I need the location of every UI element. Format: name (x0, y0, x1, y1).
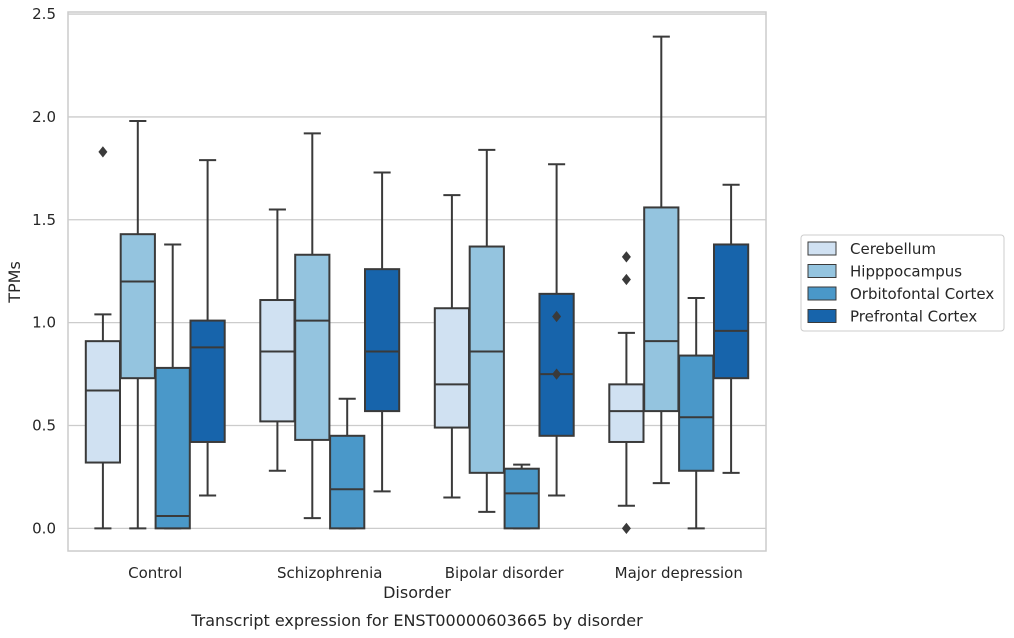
box-cerebellum (259, 208, 296, 472)
box-body (678, 354, 715, 472)
y-tick-label: 2.5 (32, 5, 56, 23)
box-prefrontal-cortex (538, 163, 575, 497)
x-tick-label: Bipolar disorder (445, 564, 565, 582)
x-tick-label: Control (128, 564, 182, 582)
outlier-point (621, 251, 631, 263)
box-hipppocampus (119, 120, 156, 530)
y-tick-label: 0.0 (32, 519, 56, 537)
box-hipppocampus (468, 148, 505, 513)
box-orbitofontal-cortex (678, 296, 715, 530)
box-hipppocampus (643, 35, 680, 485)
box-prefrontal-cortex (712, 183, 750, 474)
box-prefrontal-cortex (363, 171, 401, 493)
y-tick-label: 0.5 (32, 417, 56, 435)
box-orbitofontal-cortex (154, 243, 191, 530)
box-cerebellum (84, 146, 122, 530)
box-body (433, 307, 471, 429)
outlier-point (552, 368, 562, 380)
legend-label: Cerebellum (850, 240, 936, 258)
y-axis-label: TPMs (5, 261, 24, 304)
box-body (189, 319, 226, 443)
outlier-point (621, 522, 631, 534)
y-axis-ticks: 0.0 0.5 1.0 1.5 2.0 2.5 (32, 5, 56, 537)
legend-swatch (807, 241, 837, 256)
x-tick-label: Major depression (615, 564, 743, 582)
plot-frame (67, 11, 767, 552)
outlier-point (98, 146, 108, 158)
box-body (643, 206, 680, 413)
legend-swatch (807, 286, 837, 301)
box-hipppocampus (294, 132, 331, 520)
box-body (468, 245, 505, 474)
legend-swatch (807, 264, 837, 278)
box-body (84, 340, 122, 464)
x-tick-label: Schizophrenia (277, 564, 382, 582)
box-cerebellum (433, 194, 471, 499)
box-body (119, 233, 156, 380)
x-axis-ticks: Control Schizophrenia Bipolar disorder Majo… (128, 564, 743, 582)
legend-label: Prefrontal Cortex (850, 308, 977, 326)
box-body (259, 299, 296, 423)
box-body (294, 253, 331, 441)
box-body (503, 467, 540, 530)
chart-caption: Transcript expression for ENST0000060366… (190, 611, 643, 630)
y-tick-label: 2.0 (32, 108, 56, 126)
box-orbitofontal-cortex (329, 397, 366, 530)
box-prefrontal-cortex (189, 159, 226, 497)
legend-label: Hipppocampus (850, 263, 962, 281)
outlier-point (552, 310, 562, 323)
x-axis-label: Disorder (383, 583, 451, 602)
legend-frame (800, 234, 1005, 332)
legend: Cerebellum Hipppocampus Orbitofontal Corte… (800, 234, 1005, 332)
boxes-layer (84, 35, 750, 534)
box-orbitofontal-cortex (503, 463, 540, 530)
box-body (363, 268, 401, 413)
box-body (608, 383, 645, 443)
legend-label: Orbitofontal Cortex (850, 285, 994, 303)
legend-swatch (807, 309, 837, 323)
box-cerebellum (608, 251, 645, 534)
box-body (154, 366, 191, 530)
box-body (329, 434, 366, 530)
legend-items: Cerebellum Hipppocampus Orbitofontal Corte… (807, 240, 994, 326)
outlier-point (621, 273, 631, 286)
box-body (712, 243, 750, 380)
y-tick-label: 1.0 (32, 314, 56, 332)
y-tick-label: 1.5 (32, 211, 56, 229)
